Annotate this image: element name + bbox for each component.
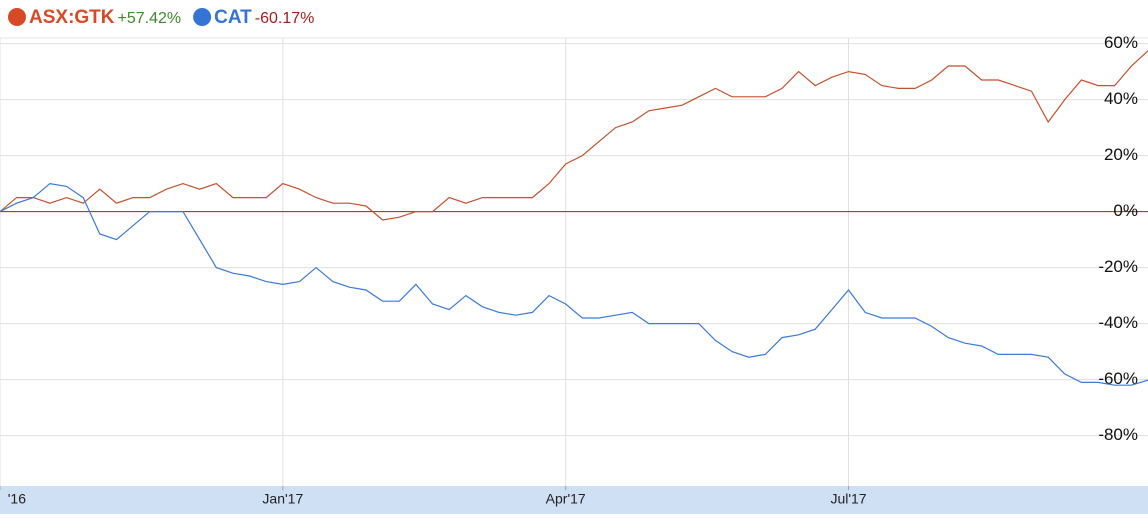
y-tick-label: -60% (1098, 369, 1138, 388)
series-line (0, 50, 1148, 221)
y-tick-label: -40% (1098, 313, 1138, 332)
y-tick-label: 40% (1104, 89, 1138, 108)
legend-name: CAT (214, 7, 252, 28)
legend-marker (8, 8, 26, 26)
legend-change: +57.42% (118, 10, 182, 27)
y-tick-label: -20% (1098, 257, 1138, 276)
y-tick-label: 20% (1104, 145, 1138, 164)
legend: ASX:GTK +57.42% CAT -60.17% (8, 7, 314, 28)
x-tick-label: Jan'17 (262, 491, 303, 507)
x-tick-label: '16 (8, 491, 26, 507)
series-line (0, 182, 1148, 386)
x-axis-band (0, 486, 1148, 514)
legend-name: ASX:GTK (29, 7, 115, 28)
y-tick-label: 60% (1104, 33, 1138, 52)
legend-change: -60.17% (255, 10, 315, 27)
legend-marker (193, 8, 212, 26)
y-tick-label: 0% (1113, 201, 1138, 220)
x-tick-label: Apr'17 (546, 491, 586, 507)
y-tick-label: -80% (1098, 425, 1138, 444)
x-tick-label: Jul'17 (830, 491, 866, 507)
